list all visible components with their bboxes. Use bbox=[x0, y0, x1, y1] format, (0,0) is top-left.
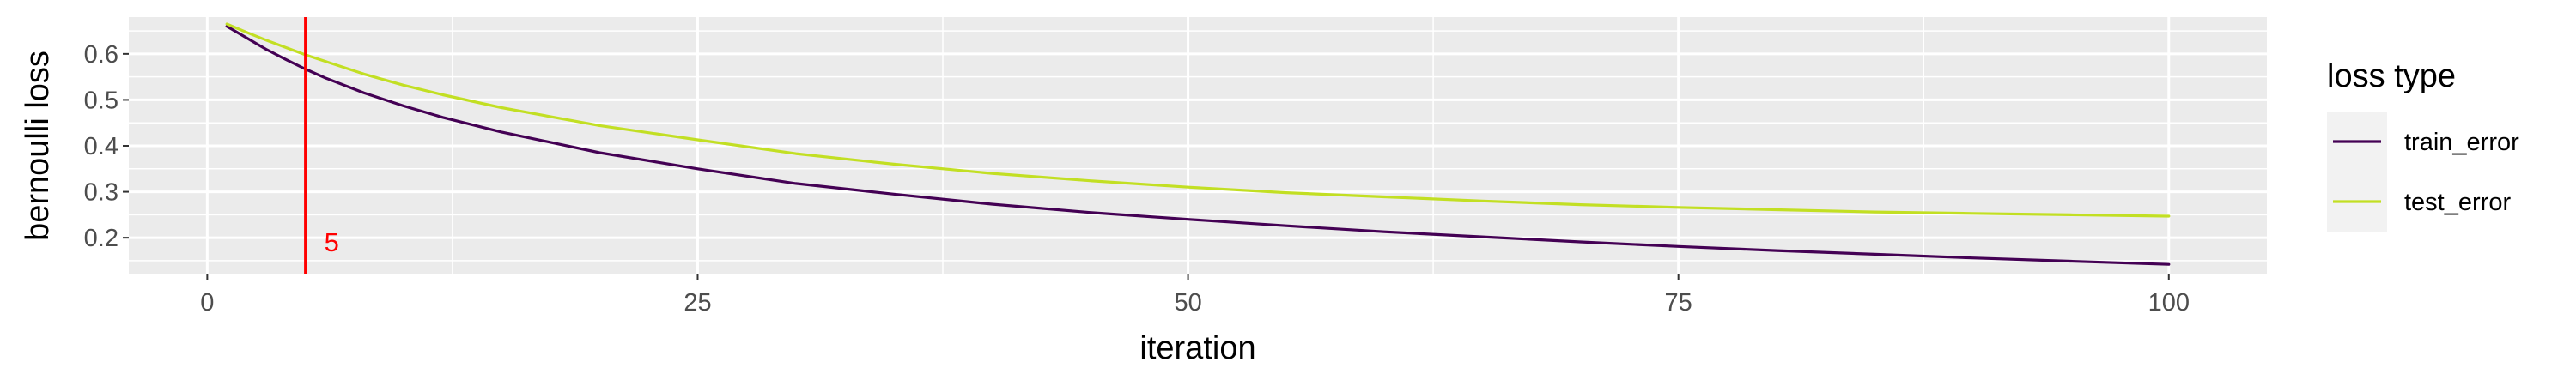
legend-items: train_error test_error bbox=[2327, 112, 2519, 232]
x-tick-label: 100 bbox=[2148, 289, 2190, 317]
series-line-test-error bbox=[225, 22, 2171, 218]
x-tick-label: 0 bbox=[200, 289, 214, 317]
annotation-layer: 5 bbox=[304, 17, 339, 274]
series-line-train-error bbox=[225, 25, 2171, 266]
grid-major bbox=[129, 17, 2267, 274]
y-tick-label: 0.5 bbox=[84, 87, 118, 114]
x-axis-ticks: 0 25 50 75 100 bbox=[200, 274, 2190, 317]
legend: loss type train_error test_error bbox=[2327, 58, 2519, 232]
y-tick-label: 0.6 bbox=[84, 41, 118, 69]
x-tick-label: 25 bbox=[683, 289, 711, 317]
x-tick-label: 50 bbox=[1174, 289, 1201, 317]
legend-label-train-error: train_error bbox=[2404, 129, 2519, 156]
x-tick-label: 75 bbox=[1665, 289, 1692, 317]
series-layer bbox=[225, 22, 2171, 266]
y-tick-label: 0.4 bbox=[84, 133, 118, 160]
grid-minor bbox=[129, 17, 2267, 274]
vertical-marker-label: 5 bbox=[325, 227, 339, 257]
y-axis-ticks: 0.2 0.3 0.4 0.5 0.6 bbox=[84, 41, 129, 252]
legend-title: loss type bbox=[2327, 58, 2456, 94]
y-tick-label: 0.2 bbox=[84, 225, 118, 252]
legend-label-test-error: test_error bbox=[2404, 189, 2511, 216]
y-axis-title: bernoulli loss bbox=[20, 51, 56, 241]
y-tick-label: 0.3 bbox=[84, 179, 118, 207]
x-axis-title: iteration bbox=[1139, 330, 1255, 366]
